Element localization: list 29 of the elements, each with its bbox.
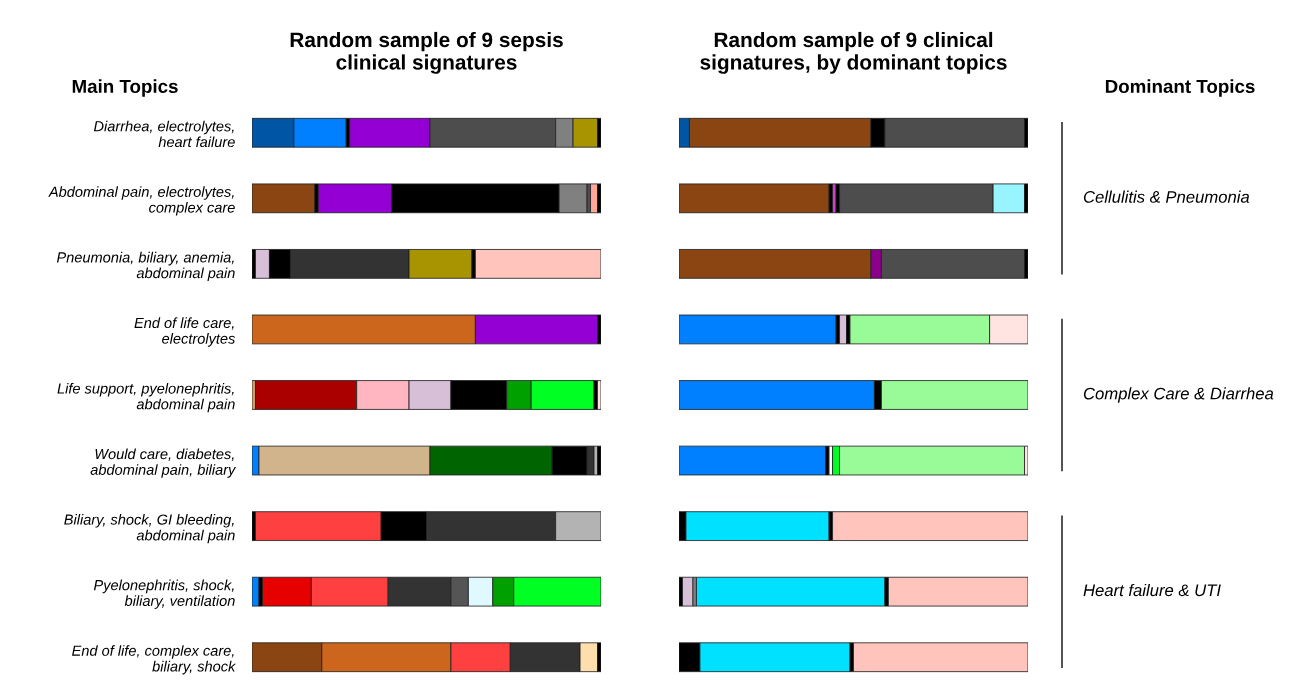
text: Complex Care & Diarrhea (1083, 387, 1274, 403)
bar (679, 314, 837, 345)
y2-axis-title: Dominant Topics (1105, 79, 1255, 97)
y-tick-label: Abdominal pain, electrolytes, complex care (48, 186, 235, 216)
text: Heart failure & UTI (1083, 583, 1221, 597)
y-tick-label: Life support, pyelonephritis, abdominal pain (57, 382, 235, 413)
y-tick-label: Pyelonephritis, shock, biliary, ventilation (93, 579, 235, 609)
y-tick-label: Diarrhea, electrolytes, heart failure (93, 120, 235, 148)
chart-title: Random sample of 9 sepsis clinical signatures (290, 31, 563, 74)
bar (839, 314, 847, 345)
bar (590, 183, 598, 214)
bar (252, 183, 316, 214)
bar (887, 576, 1028, 607)
text: Cellulitis & Pneumonia (1083, 190, 1250, 203)
bar (679, 183, 830, 214)
bar (832, 511, 1028, 541)
bar (696, 576, 886, 607)
bar (679, 445, 826, 476)
bar (474, 249, 601, 279)
y-tick-label: End of life care, electrolytes (134, 317, 236, 347)
bar (853, 642, 1028, 673)
y-tick-label: End of life, complex care, biliary, shock (72, 645, 236, 675)
y-tick-label: Biliary, shock, GI bleeding, abdominal pain (64, 514, 235, 544)
y-axis-title: Main Topics (72, 79, 178, 97)
chart-title: Random sample of 9 clinical signatures, by dominant topics (700, 31, 1007, 74)
y-tick-label: Pneumonia, biliary, anemia, abdominal pain (56, 251, 235, 282)
bar (682, 576, 694, 607)
y-tick-label: Would care, diabetes, abdominal pain, biliary (90, 448, 237, 478)
bar (597, 380, 601, 410)
